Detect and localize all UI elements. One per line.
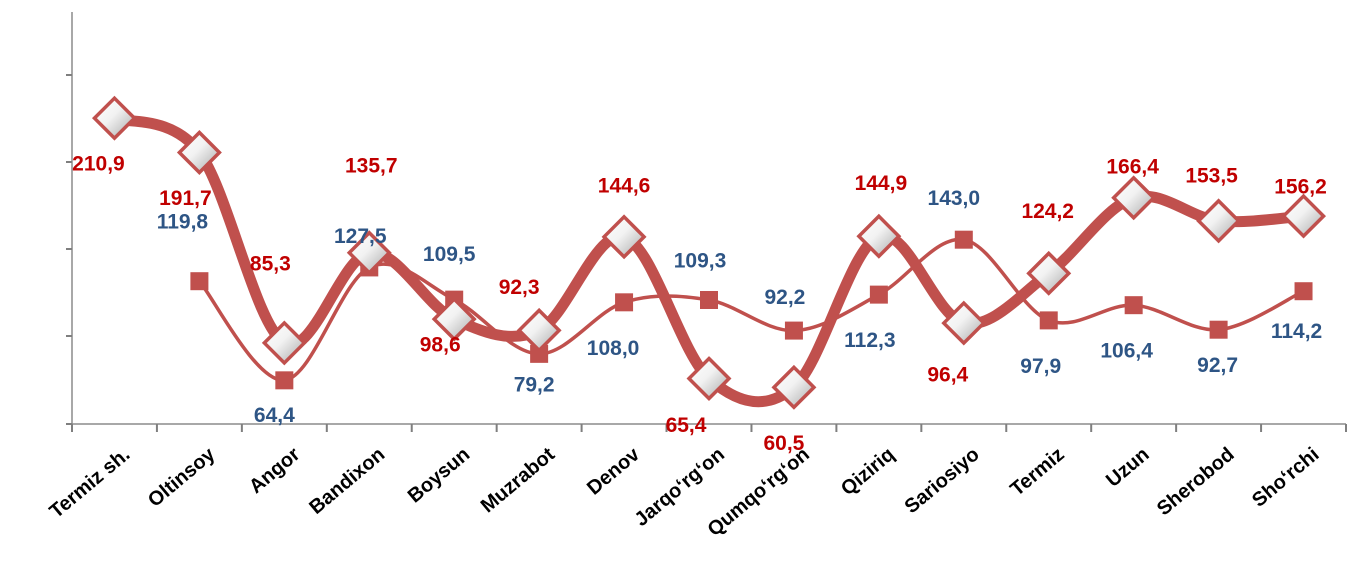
series-2-data-label: 114,2 — [1271, 320, 1322, 343]
category-label: Sariosiyo — [901, 443, 984, 518]
series-1-data-label: 135,7 — [345, 154, 398, 177]
series-1-data-label: 166,4 — [1106, 155, 1159, 178]
series-1-point — [1281, 193, 1327, 239]
category-label: Denov — [583, 443, 645, 500]
series-1-point — [91, 95, 137, 141]
series-1-point — [346, 230, 392, 276]
series-2-data-label: 97,9 — [1020, 355, 1061, 378]
series-1-data-label: 92,3 — [499, 276, 540, 299]
series-2-data-label: 109,3 — [674, 250, 727, 273]
series-2-point — [1039, 311, 1058, 330]
series-2-point — [784, 321, 803, 340]
series-2-data-label: 106,4 — [1100, 340, 1153, 363]
series-2-point — [190, 272, 209, 291]
series-1-data-label: 144,6 — [598, 174, 651, 197]
series-1-data-label: 124,2 — [1021, 200, 1074, 223]
series-1-point — [1196, 198, 1242, 244]
series-2-data-label: 119,8 — [157, 211, 209, 234]
series-2-point — [700, 290, 718, 309]
series-1-data-label: 98,6 — [420, 334, 461, 357]
category-label: Sherobod — [1153, 443, 1239, 520]
series-2-point — [954, 230, 973, 249]
series-markers — [91, 95, 1327, 410]
data-labels: 210,9 191,7 85,3 135,7 98,6 92,3 144,6 65,4 60,5… — [72, 153, 1327, 455]
series-2-point — [615, 293, 634, 312]
category-label: Termiz sh. — [46, 443, 135, 522]
series-2-point — [1124, 296, 1143, 315]
category-label: Boysun — [404, 443, 474, 507]
series-1-data-label: 210,9 — [72, 153, 125, 176]
series-1-point — [771, 364, 817, 410]
category-label: Bandixon — [305, 443, 389, 518]
series-1-point — [176, 130, 222, 176]
series-2-data-label: 92,2 — [764, 286, 805, 309]
series-1-point — [431, 296, 477, 342]
category-label: Muzrabot — [477, 443, 559, 517]
series-1-point — [261, 320, 307, 366]
series-2-data-label: 108,0 — [587, 337, 640, 360]
series-2-data-label: 64,4 — [254, 404, 295, 427]
category-label: Angor — [245, 443, 304, 498]
series-2-data-label: 79,2 — [514, 373, 555, 396]
series-1-data-label: 85,3 — [250, 252, 291, 275]
axes — [66, 12, 1347, 432]
series-1-data-label: 60,5 — [763, 432, 804, 455]
category-label: Qiziriq — [837, 443, 899, 500]
series-2-point — [869, 285, 888, 304]
series-2-data-label: 92,7 — [1197, 354, 1238, 377]
series-1-data-label: 65,4 — [666, 414, 707, 437]
series-1-point — [686, 356, 732, 402]
series-1-point — [941, 300, 987, 346]
series-2-data-label: 127,5 — [334, 225, 387, 248]
category-label: Sho‘rchi — [1248, 443, 1323, 511]
series-1-data-label: 153,5 — [1185, 164, 1238, 187]
category-label: Termiz — [1006, 443, 1068, 500]
series-1-point — [1026, 250, 1072, 296]
series-1-point — [856, 213, 902, 259]
series-2-point — [530, 344, 549, 363]
series-2-point — [275, 371, 294, 390]
series-2-data-label: 112,3 — [844, 329, 895, 352]
series-1-point — [516, 307, 562, 353]
series-2-data-label: 143,0 — [928, 187, 981, 210]
series-1-point — [1111, 175, 1157, 221]
category-labels: Termiz sh. Oltinsoy Angor Bandixon Boysun Muz… — [46, 443, 1324, 541]
series-2-point — [1209, 320, 1228, 339]
category-label: Uzun — [1102, 443, 1154, 491]
series-1-point — [601, 214, 647, 260]
series-1-data-label: 156,2 — [1274, 176, 1327, 199]
series-1-data-label: 144,9 — [855, 172, 908, 195]
series-1-data-label: 191,7 — [159, 187, 212, 210]
category-label: Oltinsoy — [144, 443, 220, 512]
series-1-data-label: 96,4 — [927, 364, 968, 387]
series-2-data-label: 109,5 — [423, 243, 476, 266]
series-2-point — [1294, 282, 1313, 301]
